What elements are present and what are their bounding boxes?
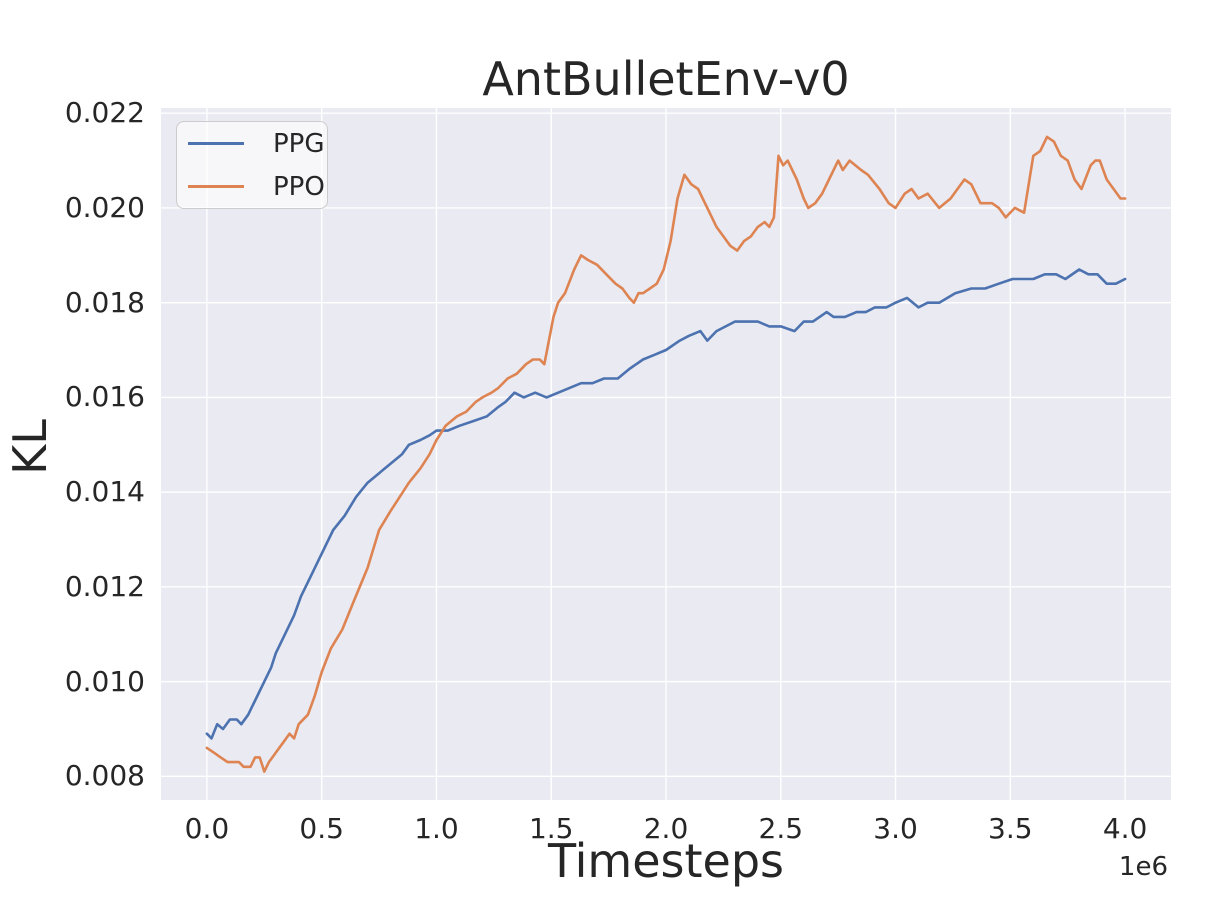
y-tick-label-0.012: 0.012 — [64, 569, 145, 603]
x-axis-offset-label: 1e6 — [1118, 852, 1168, 882]
y-tick-label-0.022: 0.022 — [64, 96, 145, 130]
x-tick-label-0.5: 0.5 — [299, 812, 344, 845]
legend-item-ppg: PPG — [177, 122, 327, 165]
ppo-line — [205, 135, 1127, 773]
y-tick-label-0.014: 0.014 — [64, 475, 145, 509]
x-tick-label-1.0: 1.0 — [414, 812, 459, 845]
x-tick-label-4.0: 4.0 — [1102, 812, 1148, 845]
y-tick-label-0.008: 0.008 — [64, 759, 145, 793]
y-tick-label-0.016: 0.016 — [64, 380, 145, 414]
x-tick-label-1.5: 1.5 — [528, 812, 574, 845]
x-tick-label-0.0: 0.0 — [184, 812, 230, 845]
legend: PPG PPO — [176, 121, 328, 209]
legend-item-ppo: PPO — [177, 165, 327, 208]
y-tick-label-0.010: 0.010 — [64, 664, 145, 698]
x-tick-label-3.0: 3.0 — [873, 812, 918, 845]
legend-label-ppo: PPO — [273, 171, 325, 202]
y-tick-label-0.018: 0.018 — [64, 285, 145, 319]
y-tick-label-0.020: 0.020 — [64, 190, 145, 224]
legend-line-ppg — [188, 142, 244, 145]
x-tick-label-2.0: 2.0 — [643, 812, 689, 845]
x-axis-label: Timesteps — [547, 834, 785, 888]
ppg-line — [205, 268, 1127, 740]
legend-label-ppg: PPG — [273, 128, 325, 159]
x-tick-label-2.5: 2.5 — [758, 812, 804, 845]
x-tick-label-3.5: 3.5 — [988, 812, 1033, 845]
chart-title: AntBulletEnv-v0 — [482, 52, 850, 106]
legend-line-ppo — [188, 185, 244, 188]
